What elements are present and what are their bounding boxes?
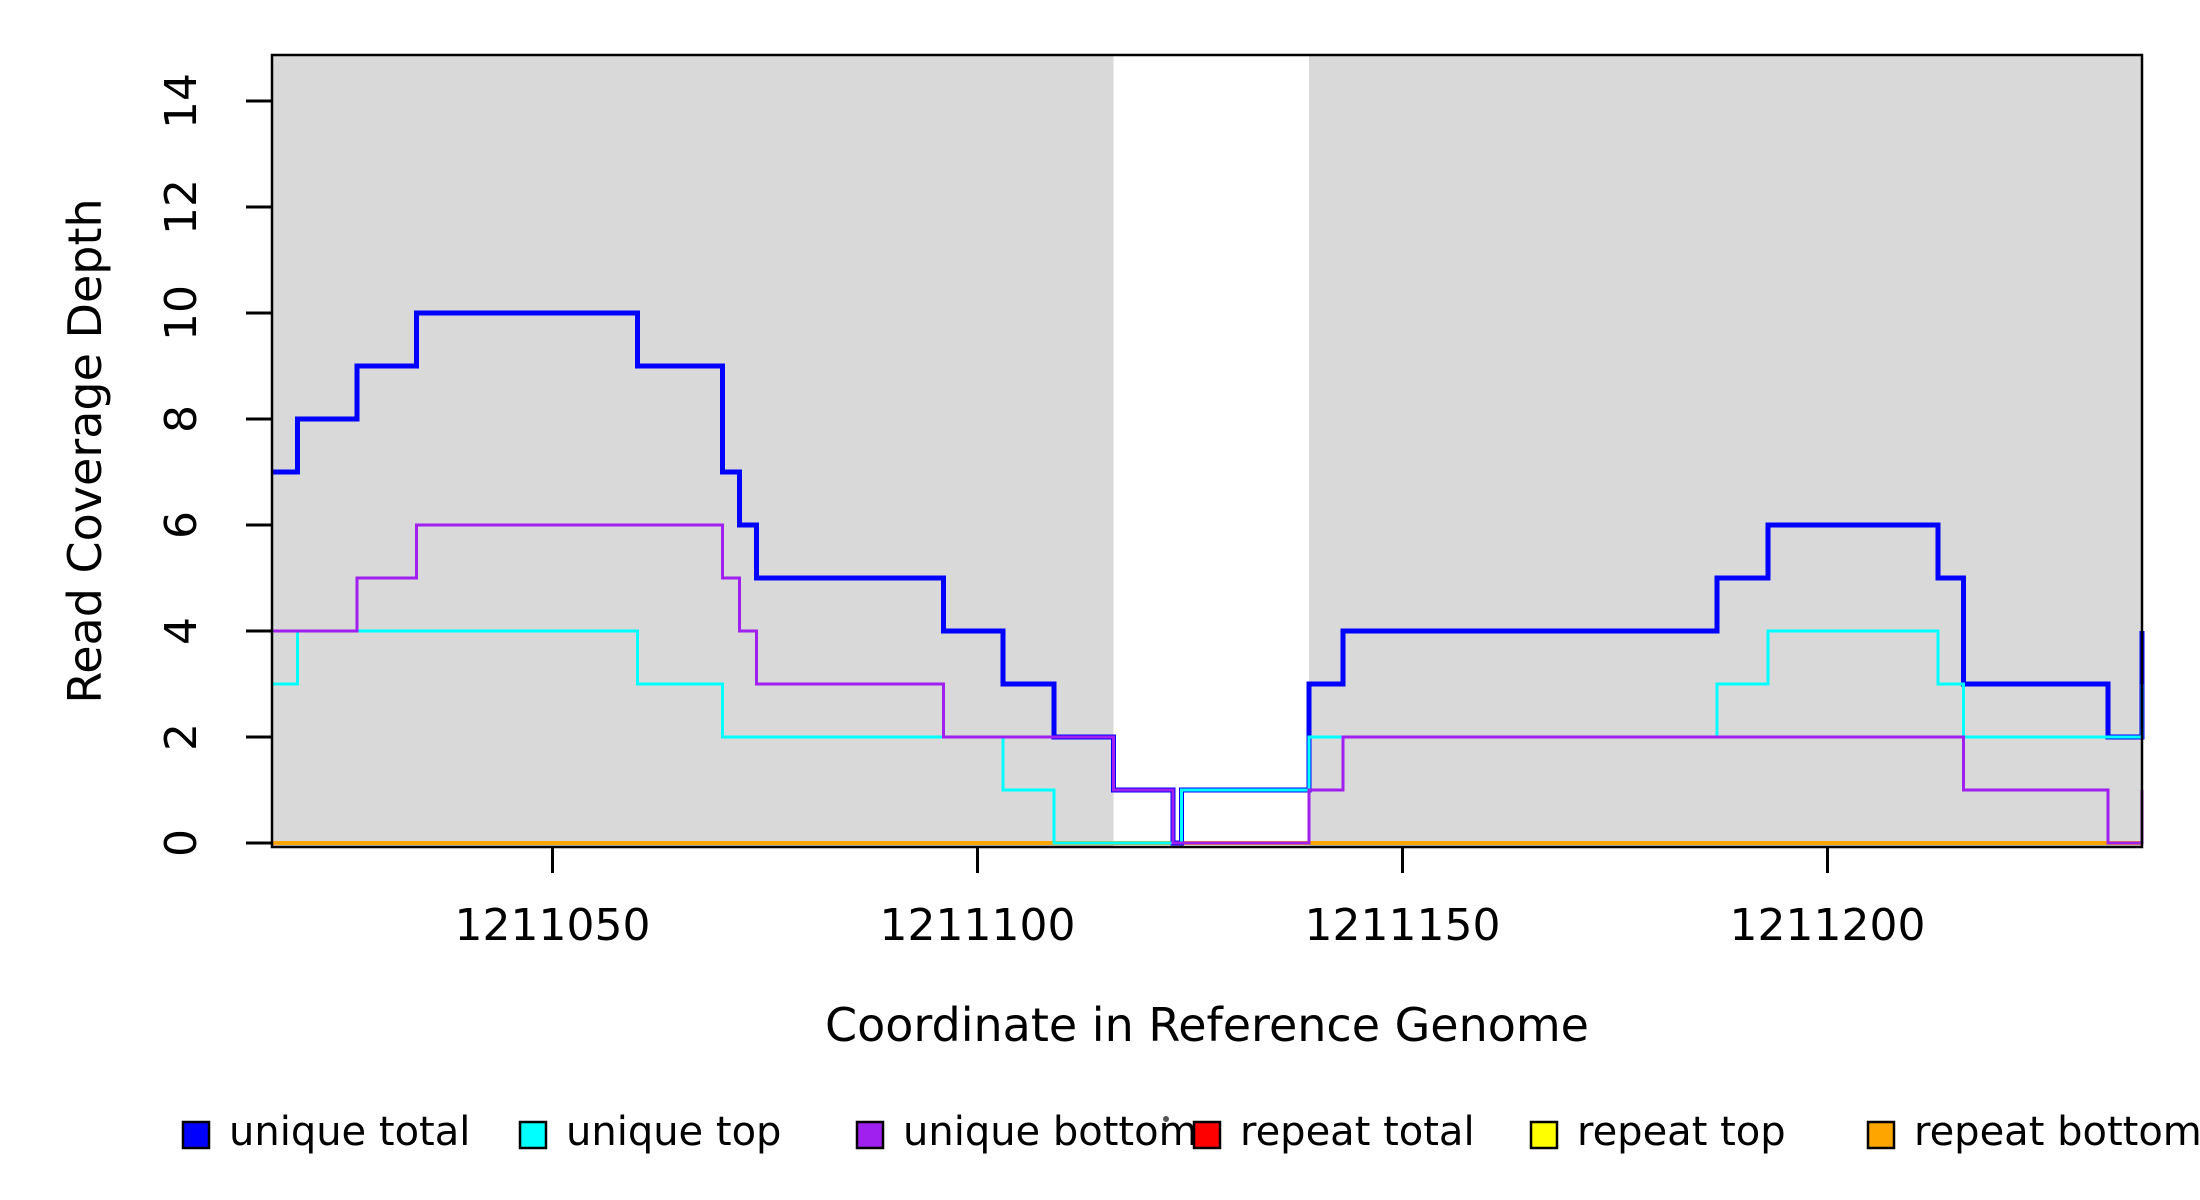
x-tick-label: 1211200	[1730, 900, 1926, 951]
y-tick-label: 14	[156, 73, 207, 129]
x-tick-label: 1211150	[1305, 900, 1501, 951]
y-tick-label: 10	[156, 285, 207, 341]
y-axis-title: Read Coverage Depth	[58, 198, 112, 704]
y-tick-label: 12	[156, 179, 207, 235]
legend-label-unique-bottom: unique bottom	[903, 1109, 1198, 1155]
x-axis-title: Coordinate in Reference Genome	[825, 998, 1589, 1052]
legend-label-unique-total: unique total	[229, 1109, 470, 1155]
y-tick-label: 6	[156, 511, 207, 539]
shaded-region	[1309, 55, 2142, 847]
series-path-unique-bottom	[272, 523, 2144, 845]
shaded-region	[272, 55, 1114, 847]
legend-swatch-repeat-bottom	[1866, 1120, 1896, 1150]
x-tick-label: 1211050	[455, 900, 651, 951]
y-tick-label: 2	[156, 723, 207, 751]
series-path-unique-top	[272, 629, 2144, 845]
legend-label-repeat-total: repeat total	[1240, 1109, 1475, 1155]
x-tick-label: 1211100	[880, 900, 1076, 951]
legend-swatch-unique-bottom	[855, 1120, 885, 1150]
y-tick-label: 8	[156, 405, 207, 433]
legend-swatch-repeat-total	[1192, 1120, 1222, 1150]
plot-border	[270, 53, 2144, 849]
legend-label-repeat-bottom: repeat bottom	[1914, 1109, 2200, 1155]
legend-swatch-repeat-top	[1529, 1120, 1559, 1150]
stray-dot-artifact	[1163, 1116, 1169, 1122]
legend-label-repeat-top: repeat top	[1577, 1109, 1786, 1155]
legend-swatch-unique-total	[181, 1120, 211, 1150]
y-tick-label: 0	[156, 829, 207, 857]
y-tick-label: 4	[156, 617, 207, 645]
legend-label-unique-top: unique top	[566, 1109, 781, 1155]
legend-swatch-unique-top	[518, 1120, 548, 1150]
